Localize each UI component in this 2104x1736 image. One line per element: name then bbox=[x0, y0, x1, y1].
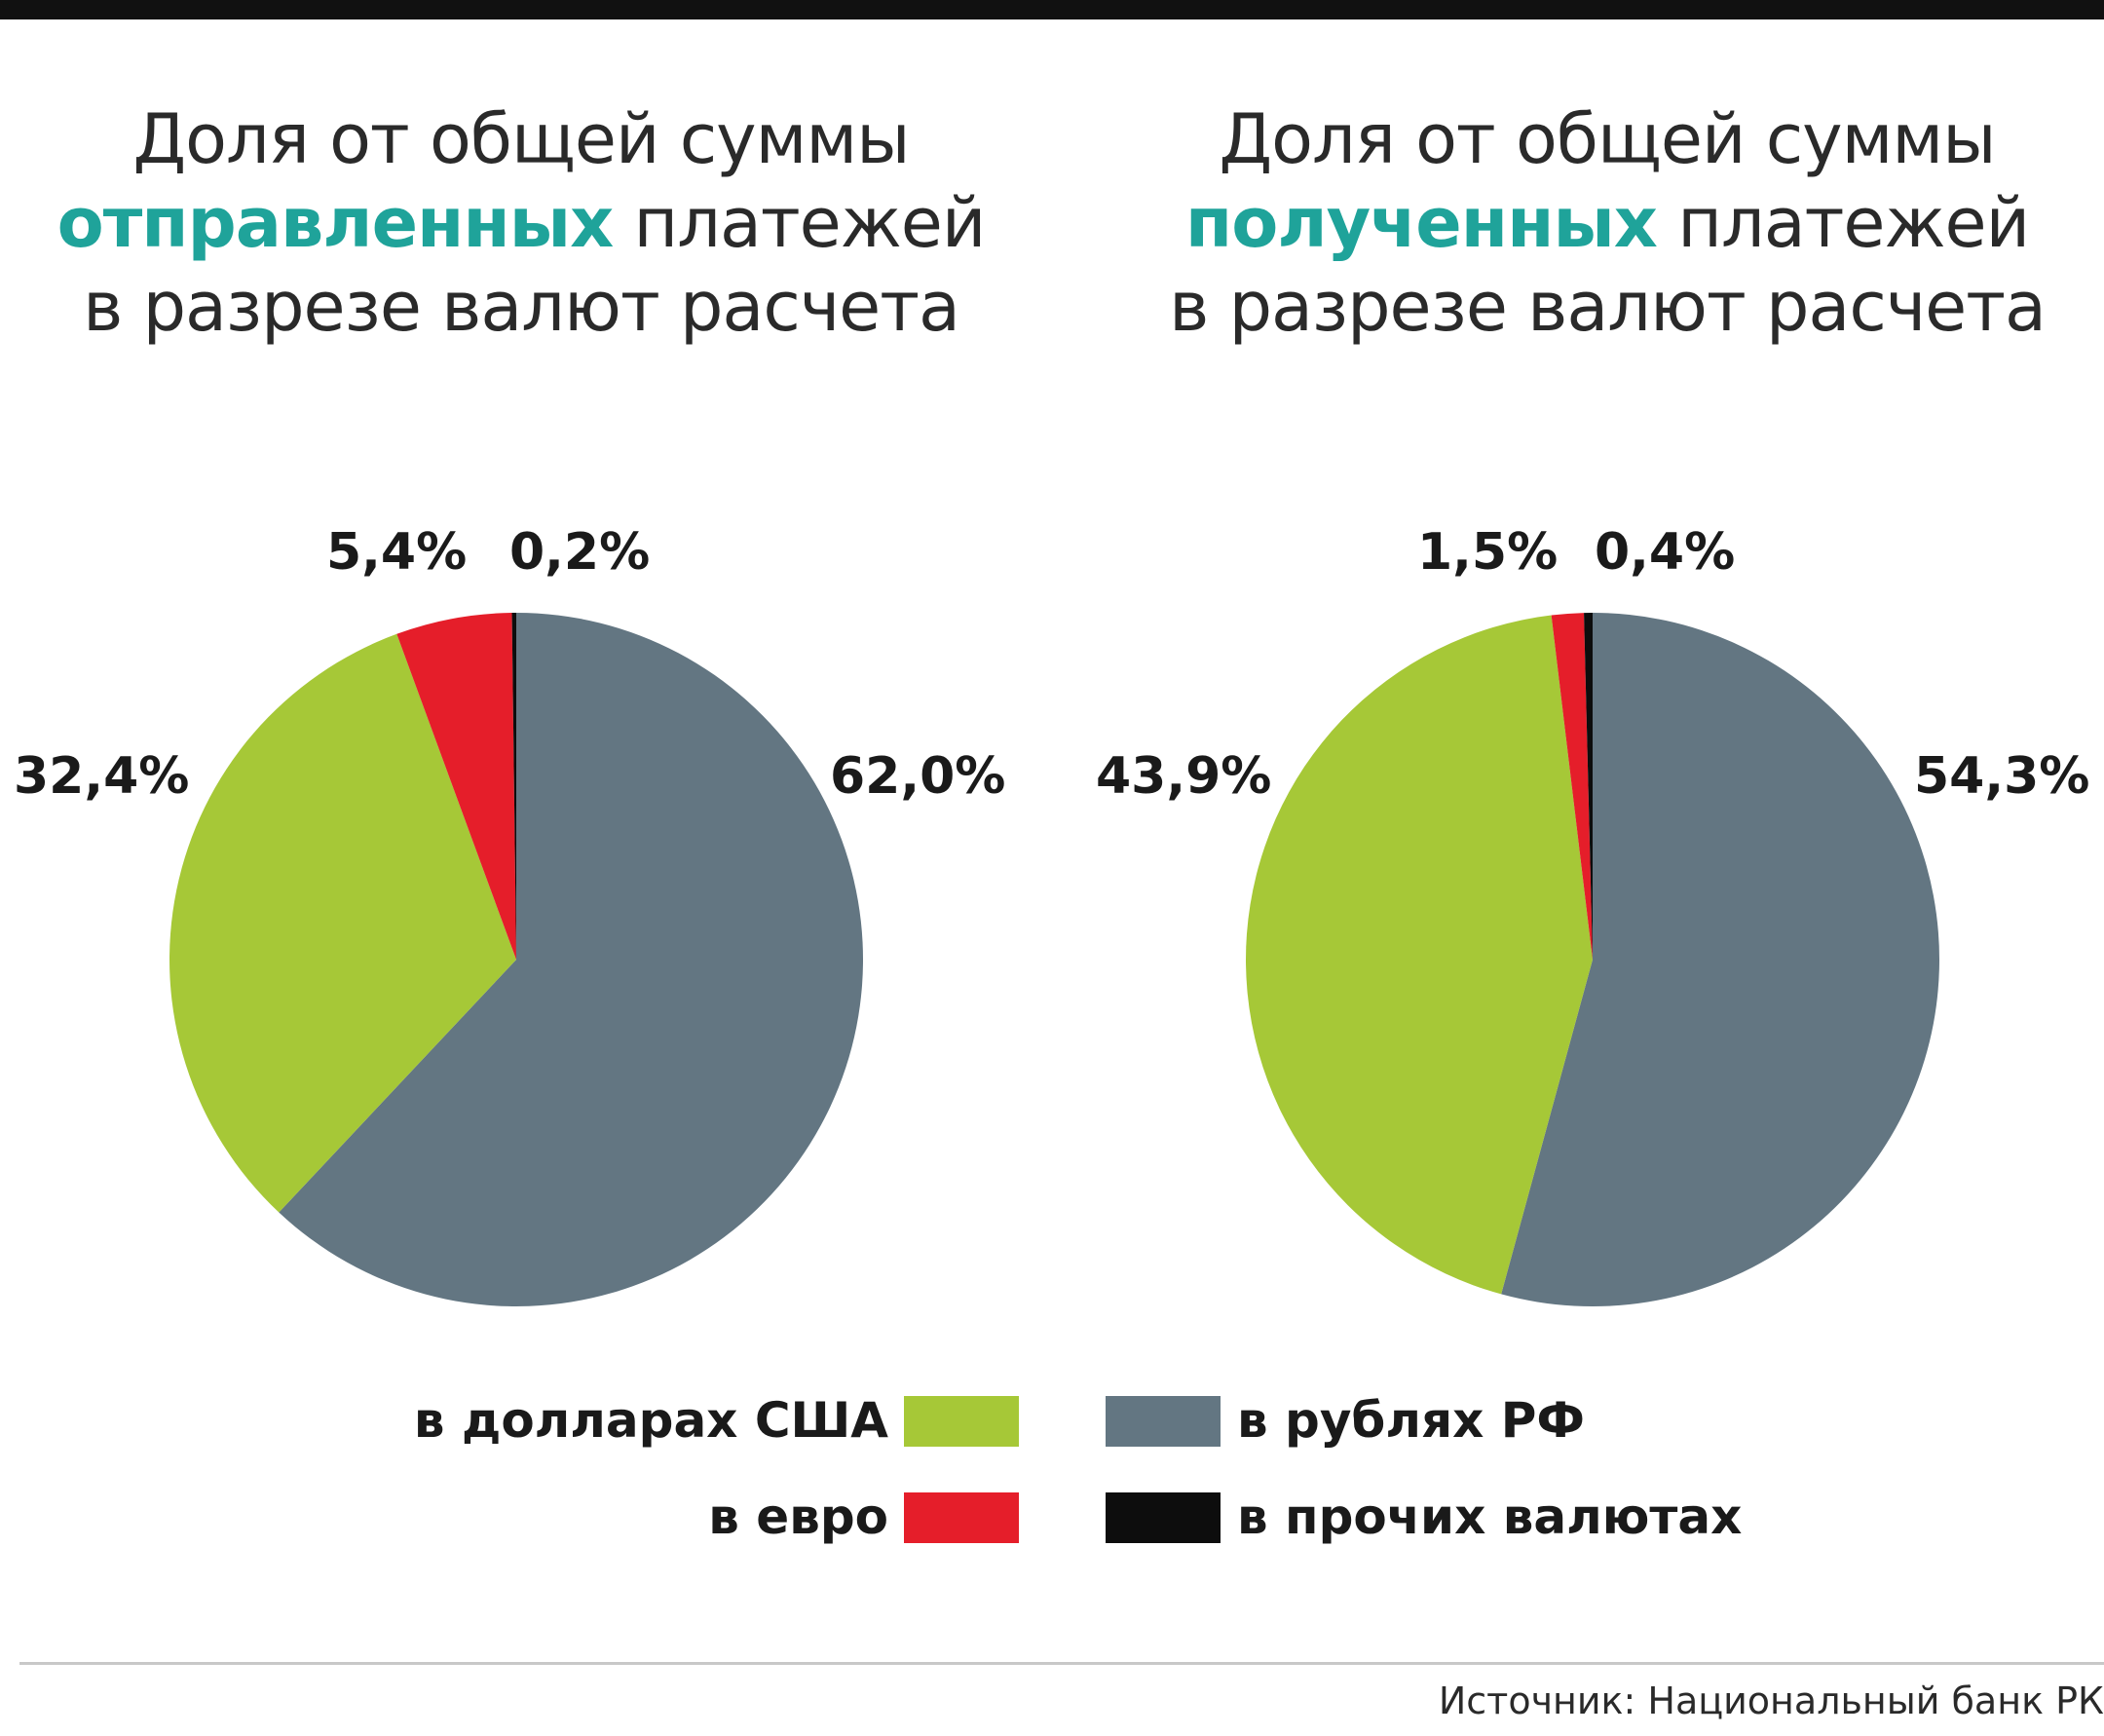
slice-label-sent-other: 0,2% bbox=[509, 523, 651, 582]
slice-label-sent-usd: 32,4% bbox=[14, 747, 190, 806]
slice-label-sent-rub: 62,0% bbox=[830, 747, 1006, 806]
title-accent: отправленных bbox=[56, 183, 615, 263]
legend-label-usd: в долларах США bbox=[413, 1392, 888, 1449]
title-line-2: отправленных платежей bbox=[34, 181, 1008, 265]
chart-title-sent: Доля от общей суммы отправленных платеже… bbox=[34, 97, 1008, 349]
title-line-3: в разрезе валют расчета bbox=[83, 267, 960, 347]
slice-label-received-eur: 1,5% bbox=[1417, 523, 1559, 582]
pie-chart-sent bbox=[169, 613, 863, 1306]
title-line-1: Доля от общей суммы bbox=[132, 99, 910, 179]
slice-label-received-rub: 54,3% bbox=[1914, 747, 2090, 806]
legend-swatch-other bbox=[1106, 1492, 1221, 1543]
sent-slice-usd bbox=[169, 633, 516, 1213]
footer-divider bbox=[19, 1662, 2104, 1665]
title-line-2: полученных платежей bbox=[1120, 181, 2094, 265]
legend-swatch-rub bbox=[1106, 1396, 1221, 1447]
title-line-2-rest: платежей bbox=[1656, 183, 2030, 263]
slice-label-received-other: 0,4% bbox=[1595, 523, 1736, 582]
slice-label-sent-eur: 5,4% bbox=[326, 523, 468, 582]
received-slice-usd bbox=[1246, 615, 1593, 1295]
sent-slice-eur bbox=[396, 613, 516, 960]
title-line-3: в разрезе валют расчета bbox=[1169, 267, 2047, 347]
title-line-2-rest: платежей bbox=[613, 183, 986, 263]
legend-label-rub: в рублях РФ bbox=[1237, 1392, 1585, 1449]
title-line-1: Доля от общей суммы bbox=[1219, 99, 1996, 179]
received-slice-other bbox=[1584, 613, 1593, 960]
received-slice-eur bbox=[1551, 613, 1593, 960]
received-slice-rub bbox=[1501, 613, 1939, 1306]
legend-swatch-eur bbox=[904, 1492, 1019, 1543]
legend-label-other: в прочих валютах bbox=[1237, 1489, 1743, 1545]
pie-chart-received bbox=[1246, 613, 1939, 1306]
sent-slice-rub bbox=[279, 613, 863, 1306]
title-accent: полученных bbox=[1184, 183, 1658, 263]
slice-label-received-usd: 43,9% bbox=[1096, 747, 1272, 806]
legend-label-eur: в евро bbox=[708, 1489, 888, 1545]
top-bar bbox=[0, 0, 2104, 19]
sent-slice-other bbox=[511, 613, 516, 960]
legend-swatch-usd bbox=[904, 1396, 1019, 1447]
source-note: Источник: Национальный банк РК bbox=[1438, 1679, 2104, 1722]
chart-title-received: Доля от общей суммы полученных платежей … bbox=[1120, 97, 2094, 349]
